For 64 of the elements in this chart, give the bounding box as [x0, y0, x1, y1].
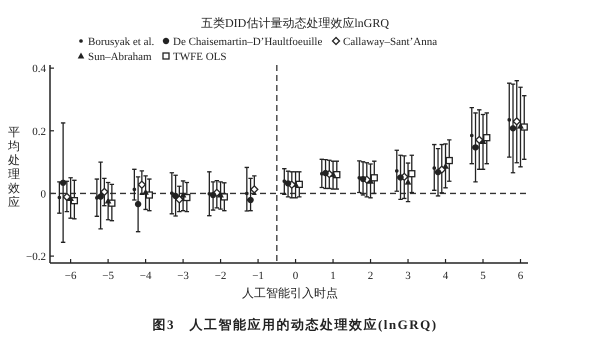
- x-tick-label: −2: [214, 270, 226, 282]
- y-tick-label: 0.4: [32, 63, 46, 76]
- point: [360, 176, 366, 182]
- point: [245, 192, 249, 196]
- point: [434, 168, 442, 176]
- point: [370, 174, 378, 182]
- point: [175, 195, 184, 204]
- point: [507, 118, 512, 122]
- point: [208, 192, 212, 196]
- legend-label: De Chaisemartin–D’Haultfoeuille: [173, 36, 322, 48]
- point: [446, 156, 453, 164]
- point: [104, 197, 112, 204]
- point: [172, 192, 179, 200]
- point: [397, 174, 404, 181]
- point: [132, 188, 136, 192]
- point: [470, 134, 474, 138]
- x-axis-title: 人工智能引入时点: [242, 286, 338, 300]
- x-tick-label: 0: [292, 270, 299, 282]
- legend-label: Callaway–Sant’Anna: [343, 36, 438, 48]
- point: [284, 180, 292, 187]
- point: [408, 170, 416, 178]
- x-tick-label: 6: [518, 270, 524, 282]
- x-tick-label: −5: [102, 270, 114, 282]
- point: [170, 191, 174, 195]
- x-tick-label: 5: [480, 270, 486, 282]
- caption: 图3 人工智能应用的动态处理效应(lnGRQ): [152, 317, 438, 332]
- x-tick-label: −4: [140, 270, 152, 282]
- point: [510, 125, 516, 132]
- legend-label: Borusyak et al.: [88, 36, 155, 48]
- point: [394, 169, 399, 173]
- point: [138, 180, 146, 189]
- point: [282, 179, 286, 184]
- y-axis-title: 平均处理效应: [7, 125, 20, 209]
- x-tick-label: 3: [405, 270, 412, 282]
- point: [60, 180, 66, 186]
- point: [180, 192, 186, 198]
- point: [404, 178, 412, 185]
- x-tick-label: 4: [442, 270, 449, 282]
- point: [95, 196, 99, 200]
- x-tick-label: 2: [368, 270, 374, 282]
- chart-title: 五类DID估计量动态处理效应lnGRQ: [201, 16, 390, 30]
- point: [475, 136, 484, 144]
- point: [58, 196, 62, 200]
- point: [357, 176, 362, 180]
- point: [97, 193, 104, 200]
- point: [432, 166, 436, 170]
- point: [517, 122, 524, 129]
- point: [320, 172, 324, 176]
- x-tick-label: 1: [330, 270, 336, 282]
- x-tick-label: −1: [252, 270, 264, 282]
- legend-label: Sun–Abraham: [88, 51, 152, 63]
- x-tick-label: −3: [177, 270, 190, 282]
- point: [250, 185, 258, 194]
- point: [100, 188, 109, 196]
- point: [247, 196, 254, 204]
- point: [134, 200, 142, 208]
- point: [512, 117, 521, 126]
- point: [483, 134, 490, 142]
- y-tick-label: 0.2: [32, 126, 46, 138]
- legend-label: TWFE OLS: [173, 51, 226, 63]
- y-tick-label: 0: [40, 188, 46, 200]
- x-tick-label: −6: [64, 270, 77, 282]
- point: [472, 144, 479, 151]
- y-tick-label: −0.2: [26, 251, 46, 264]
